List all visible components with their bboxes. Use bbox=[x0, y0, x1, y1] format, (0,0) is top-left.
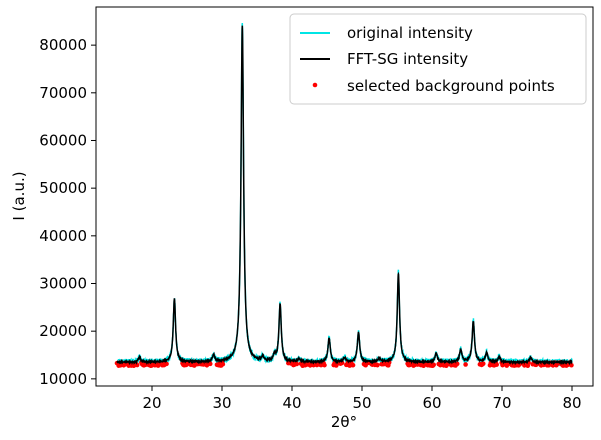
background-point bbox=[220, 361, 226, 367]
x-tick-label: 60 bbox=[422, 394, 441, 412]
x-tick-label: 40 bbox=[282, 394, 301, 412]
background-point bbox=[494, 362, 499, 367]
y-tick-label: 80000 bbox=[39, 36, 87, 54]
x-tick-label: 50 bbox=[352, 394, 371, 412]
background-point bbox=[294, 361, 300, 367]
background-point bbox=[375, 362, 380, 368]
y-tick-label: 50000 bbox=[39, 179, 87, 197]
y-tick-label: 60000 bbox=[39, 131, 87, 149]
x-axis: 20 30 40 50 60 70 80 bbox=[142, 386, 582, 412]
y-tick-label: 70000 bbox=[39, 84, 87, 102]
legend-background-label: selected background points bbox=[347, 77, 555, 95]
y-tick-label: 20000 bbox=[39, 322, 87, 340]
y-tick-label: 30000 bbox=[39, 275, 87, 293]
fft-sg-intensity-line bbox=[116, 25, 573, 366]
x-tick-label: 30 bbox=[212, 394, 231, 412]
background-point bbox=[480, 361, 486, 366]
legend-original-label: original intensity bbox=[347, 24, 473, 42]
x-tick-label: 80 bbox=[562, 394, 581, 412]
background-point bbox=[463, 362, 468, 367]
background-point bbox=[322, 362, 327, 368]
fft-sg-intensity-series bbox=[116, 25, 573, 366]
x-axis-title: 2θ° bbox=[331, 413, 357, 431]
background-point bbox=[134, 362, 140, 368]
legend: original intensity FFT-SG intensity sele… bbox=[289, 13, 587, 105]
y-axis-title: I (a.u.) bbox=[10, 171, 28, 220]
legend-fftsg-label: FFT-SG intensity bbox=[347, 50, 468, 68]
background-point bbox=[164, 361, 169, 367]
x-tick-label: 70 bbox=[492, 394, 511, 412]
legend-background-swatch bbox=[312, 82, 318, 88]
x-tick-label: 20 bbox=[142, 394, 161, 412]
y-tick-label: 10000 bbox=[39, 370, 87, 388]
legend-box bbox=[289, 13, 587, 105]
y-axis: 10000 20000 30000 40000 50000 60000 70000 80000 bbox=[39, 36, 96, 388]
background-point bbox=[350, 362, 356, 368]
y-tick-label: 40000 bbox=[39, 227, 87, 245]
background-point bbox=[569, 362, 574, 368]
background-point bbox=[207, 361, 213, 367]
background-point bbox=[431, 362, 436, 368]
axes-frame bbox=[95, 6, 594, 387]
